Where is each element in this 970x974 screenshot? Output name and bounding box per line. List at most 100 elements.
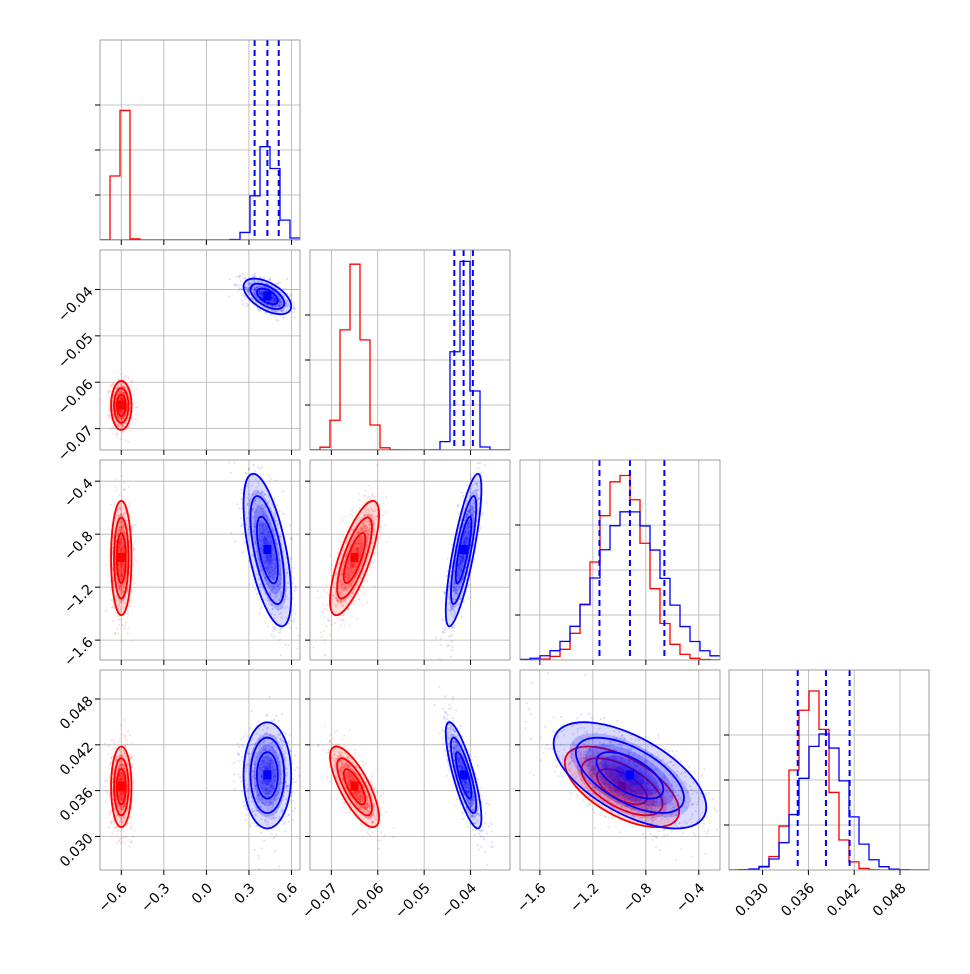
scatter-point xyxy=(109,764,111,766)
scatter-point xyxy=(133,524,135,526)
scatter-point xyxy=(370,566,372,568)
scatter-point xyxy=(283,287,285,289)
scatter-point xyxy=(112,426,114,428)
scatter-point xyxy=(108,413,110,415)
scatter-point xyxy=(324,639,326,641)
scatter-point xyxy=(245,305,247,307)
scatter-point xyxy=(249,583,251,585)
scatter-point xyxy=(134,418,136,420)
scatter-point xyxy=(254,471,256,473)
scatter-point xyxy=(339,541,341,543)
scatter-point xyxy=(343,625,345,627)
scatter-point xyxy=(129,505,131,507)
scatter-point xyxy=(469,478,471,480)
panel-p2-vs-p3 xyxy=(305,441,510,695)
scatter-point xyxy=(116,628,118,630)
scatter-point xyxy=(471,473,473,475)
scatter-point xyxy=(105,800,107,802)
scatter-point xyxy=(364,495,366,497)
scatter-point xyxy=(108,390,110,392)
scatter-point xyxy=(119,724,121,726)
scatter-point xyxy=(114,504,116,506)
scatter-point xyxy=(242,277,244,279)
scatter-point xyxy=(479,527,481,529)
scatter-point xyxy=(263,277,265,279)
scatter-point xyxy=(118,618,120,620)
scatter-point xyxy=(117,615,119,617)
scatter-point xyxy=(297,634,299,636)
scatter-point xyxy=(451,646,453,648)
scatter-point xyxy=(323,608,325,610)
scatter-point xyxy=(484,464,486,466)
scatter-point xyxy=(279,510,281,512)
scatter-point xyxy=(105,610,107,612)
scatter-point xyxy=(446,557,448,559)
scatter-point xyxy=(293,590,295,592)
scatter-point xyxy=(135,524,137,526)
scatter-point xyxy=(122,836,124,838)
scatter-point xyxy=(289,556,291,558)
scatter-point xyxy=(244,277,246,279)
scatter-point xyxy=(242,273,244,275)
scatter-point xyxy=(329,555,331,557)
scatter-point xyxy=(118,452,120,454)
scatter-point xyxy=(439,644,441,646)
scatter-point xyxy=(325,584,327,586)
scatter-point xyxy=(228,461,230,463)
scatter-point xyxy=(289,524,291,526)
density-peak-blue xyxy=(263,291,271,300)
scatter-point xyxy=(240,517,242,519)
scatter-point xyxy=(289,295,291,297)
scatter-point xyxy=(485,502,487,504)
scatter-point xyxy=(384,524,386,526)
scatter-point xyxy=(272,630,274,632)
scatter-point xyxy=(476,462,478,464)
scatter-point xyxy=(302,613,304,615)
scatter-point xyxy=(128,501,130,503)
scatter-point xyxy=(134,413,136,415)
scatter-point xyxy=(293,605,295,607)
scatter-point xyxy=(244,298,246,300)
scatter-point xyxy=(123,627,125,629)
scatter-point xyxy=(234,541,236,543)
scatter-point xyxy=(382,514,384,516)
scatter-point xyxy=(107,415,109,417)
panel-content xyxy=(729,670,929,870)
scatter-point xyxy=(293,301,295,303)
scatter-point xyxy=(286,278,288,280)
scatter-point xyxy=(293,304,295,306)
scatter-point xyxy=(290,619,292,621)
scatter-point xyxy=(476,467,478,469)
scatter-point xyxy=(350,513,352,515)
scatter-point xyxy=(254,274,256,276)
scatter-point xyxy=(127,611,129,613)
scatter-point xyxy=(128,378,130,380)
scatter-point xyxy=(252,276,254,278)
scatter-point xyxy=(292,567,294,569)
scatter-point xyxy=(112,620,114,622)
scatter-point xyxy=(444,629,446,631)
scatter-point xyxy=(135,559,137,561)
scatter-point xyxy=(117,633,119,635)
scatter-point xyxy=(121,733,123,735)
scatter-point xyxy=(343,519,345,521)
scatter-point xyxy=(445,626,447,628)
scatter-point xyxy=(112,433,114,435)
scatter-point xyxy=(363,593,365,595)
scatter-point xyxy=(451,640,453,642)
scatter-point xyxy=(451,649,453,651)
scatter-point xyxy=(112,456,114,458)
scatter-point xyxy=(125,440,127,442)
scatter-point xyxy=(334,622,336,624)
scatter-point xyxy=(276,504,278,506)
scatter-point xyxy=(253,464,255,466)
scatter-point xyxy=(356,617,358,619)
panel-diag-1 xyxy=(95,40,300,240)
scatter-point xyxy=(240,525,242,527)
scatter-point xyxy=(270,478,272,480)
scatter-point xyxy=(114,428,116,430)
scatter-point xyxy=(234,283,236,285)
scatter-point xyxy=(450,655,452,657)
scatter-point xyxy=(239,284,241,286)
